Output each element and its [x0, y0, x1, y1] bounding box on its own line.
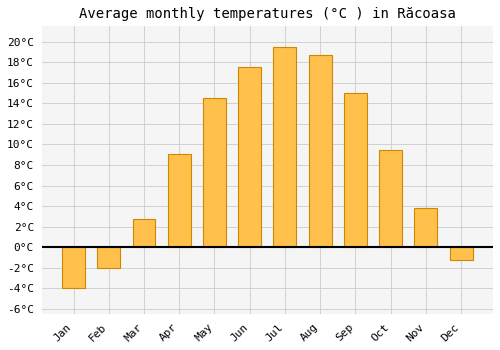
Bar: [379, 149, 402, 247]
Bar: [414, 208, 438, 247]
Bar: [238, 68, 261, 247]
Bar: [132, 219, 156, 247]
Title: Average monthly temperatures (°C ) in Răcoasa: Average monthly temperatures (°C ) in Ră…: [79, 7, 456, 21]
Bar: [450, 247, 472, 260]
Bar: [98, 247, 120, 268]
Bar: [344, 93, 367, 247]
Bar: [62, 247, 85, 288]
Bar: [274, 47, 296, 247]
Bar: [168, 154, 190, 247]
Bar: [203, 98, 226, 247]
Bar: [308, 55, 332, 247]
